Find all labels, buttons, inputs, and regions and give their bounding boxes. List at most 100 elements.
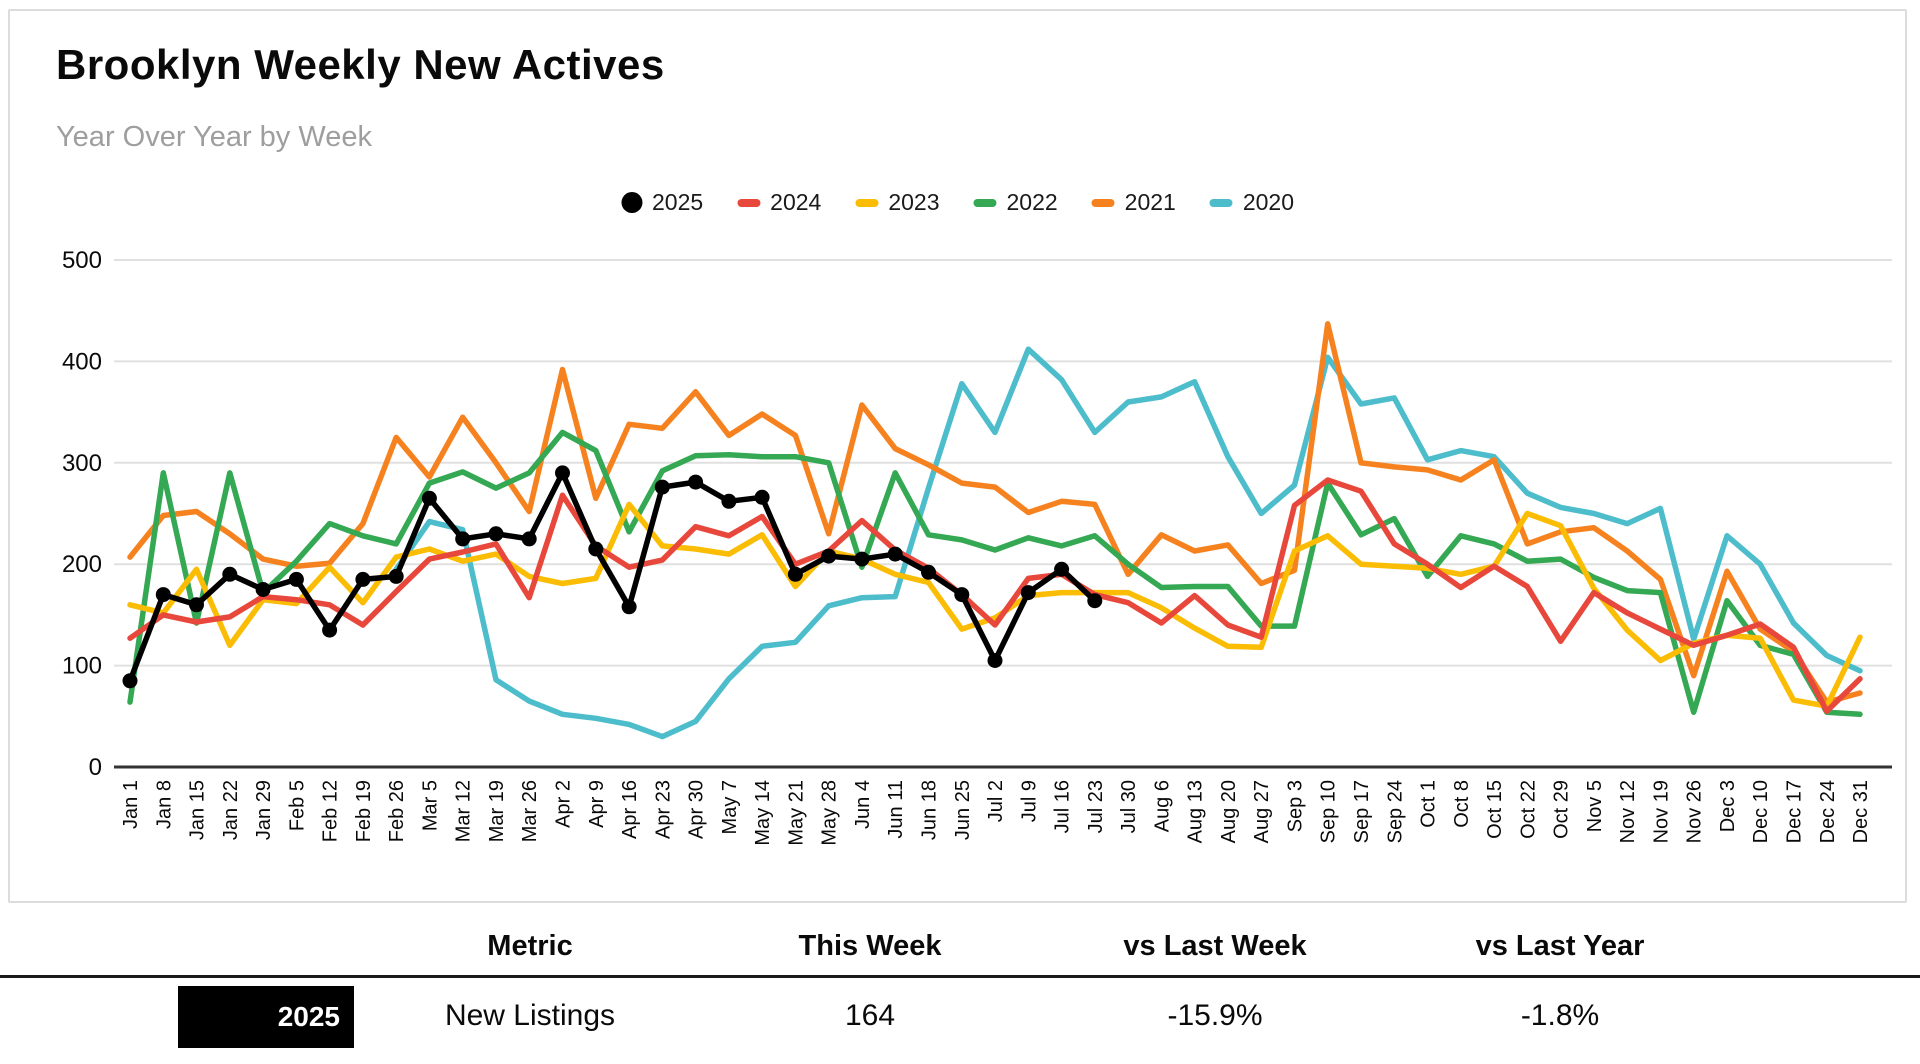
series-point-2025	[754, 489, 770, 505]
x-axis-tick-label: Jan 8	[153, 780, 175, 829]
series-point-2025	[787, 566, 803, 582]
series-point-2025	[854, 551, 870, 567]
x-axis-tick-label: Feb 12	[320, 780, 342, 842]
series-point-2025	[455, 531, 471, 547]
legend-label-2021: 2021	[1124, 189, 1176, 215]
x-axis-tick-label: Dec 31	[1850, 780, 1872, 843]
x-axis-tick-label: Dec 3	[1717, 780, 1739, 832]
cell-vs-last-year: -1.8%	[1520, 999, 1600, 1032]
x-axis-tick-label: Apr 16	[619, 780, 641, 839]
legend-swatch-2022	[973, 198, 997, 207]
x-axis-tick-label: Jul 30	[1118, 780, 1140, 833]
series-point-2025	[488, 526, 504, 542]
x-axis-tick-label: Jan 29	[253, 780, 275, 840]
x-axis-tick-label: Oct 15	[1484, 780, 1506, 839]
x-axis-tick-label: Oct 22	[1517, 780, 1539, 839]
series-point-2025	[921, 564, 936, 580]
cell-this-week: 164	[844, 999, 896, 1032]
legend-label-2022: 2022	[1006, 189, 1058, 215]
x-axis-tick-label: Dec 24	[1817, 780, 1839, 843]
series-line-2023	[127, 501, 1863, 709]
x-axis-tick-label: May 7	[719, 780, 741, 834]
x-axis-tick-label: Sep 24	[1384, 780, 1406, 843]
x-axis-tick-label: Sep 10	[1318, 780, 1340, 843]
x-axis-tick-label: Jan 22	[220, 780, 242, 840]
x-axis-tick-label: Sep 3	[1284, 780, 1306, 832]
legend-item-2024: 2024	[737, 189, 821, 216]
series-point-2025	[821, 548, 837, 564]
series-point-2025	[621, 599, 637, 615]
series-point-2025	[155, 587, 171, 603]
legend-label-2025: 2025	[651, 189, 704, 215]
series-point-2025	[887, 546, 903, 562]
y-axis-tick-label: 400	[62, 348, 102, 375]
cell-vs-last-week: -15.9%	[1167, 999, 1263, 1032]
cell-metric: New Listings	[444, 999, 616, 1032]
x-axis-tick-label: Oct 8	[1451, 780, 1473, 828]
series-point-2025	[555, 465, 570, 481]
chart-card: Brooklyn Weekly New Actives Year Over Ye…	[8, 9, 1907, 903]
legend-item-2020: 2020	[1209, 189, 1294, 216]
x-axis-tick-label: Jun 4	[852, 780, 874, 829]
series-point-2025	[255, 582, 271, 597]
series-point-2025	[654, 479, 670, 495]
x-axis-tick-label: Mar 5	[419, 780, 441, 831]
series-point-2025	[388, 568, 404, 584]
x-axis-tick-label: Apr 2	[553, 780, 575, 828]
x-axis-tick-label: Aug 13	[1185, 780, 1207, 843]
x-axis-tick-label: Feb 5	[286, 780, 308, 831]
series-point-2025	[588, 541, 604, 557]
x-axis-tick-label: Jun 18	[918, 780, 940, 840]
series-point-2025	[688, 474, 704, 490]
x-axis-tick-label: Oct 1	[1418, 780, 1440, 828]
y-axis-tick-label: 500	[62, 247, 102, 274]
x-axis-tick-label: Jan 1	[120, 780, 142, 829]
x-axis-tick-label: Aug 20	[1218, 780, 1240, 843]
x-axis-tick-label: Mar 19	[486, 780, 508, 842]
col-header-vs-last-year: vs Last Year	[1475, 930, 1645, 962]
x-axis-tick-label: Nov 26	[1684, 780, 1706, 843]
x-axis-tick-label: Oct 29	[1551, 780, 1573, 839]
x-axis-tick-label: Nov 19	[1650, 780, 1672, 843]
col-header-this-week: This Week	[798, 930, 942, 962]
series-point-2025	[355, 571, 371, 587]
legend-item-2022: 2022	[973, 189, 1058, 216]
year-badge: 2025	[178, 986, 354, 1048]
y-axis-tick-label: 0	[89, 754, 102, 781]
series-point-2025	[987, 653, 1003, 668]
legend-item-2023: 2023	[855, 189, 940, 216]
x-axis-tick-label: Nov 12	[1617, 780, 1639, 843]
chart-legend: 2025 2024 2023 2022 2021 2020	[620, 189, 1294, 216]
x-axis-tick-label: Mar 26	[519, 780, 541, 842]
x-axis-tick-label: Apr 30	[686, 780, 708, 839]
series-point-2025	[222, 566, 238, 582]
col-header-metric: Metric	[487, 930, 573, 962]
series-point-2025	[954, 587, 970, 603]
x-axis-tick-label: Jul 23	[1085, 780, 1107, 833]
table-divider	[0, 975, 1920, 978]
x-axis-tick-label: May 21	[785, 780, 807, 846]
x-axis-tick-label: May 28	[819, 780, 841, 846]
x-axis-tick-label: Jul 16	[1052, 780, 1074, 833]
x-axis-tick-label: Apr 23	[652, 780, 674, 839]
x-axis-tick-label: Jun 11	[885, 780, 907, 839]
x-axis-tick-label: Aug 6	[1151, 780, 1173, 832]
series-line-2024	[127, 477, 1863, 714]
y-axis-tick-label: 200	[62, 551, 102, 578]
series-point-2025	[288, 571, 304, 587]
legend-swatch-2020	[1209, 198, 1233, 207]
x-axis-tick-label: Aug 27	[1251, 780, 1273, 843]
series-point-2025	[1087, 593, 1103, 609]
series-point-2025	[521, 531, 537, 547]
chart-subtitle: Year Over Year by Week	[56, 121, 372, 153]
chart-title: Brooklyn Weekly New Actives	[56, 41, 665, 88]
x-axis-tick-label: Jan 15	[187, 780, 209, 840]
x-axis-tick-label: Apr 9	[586, 780, 608, 828]
series-line-2022	[127, 429, 1863, 718]
series-line-2021	[127, 321, 1863, 705]
col-header-vs-last-week: vs Last Week	[1123, 930, 1307, 962]
x-axis-tick-label: Jul 9	[1018, 780, 1040, 822]
x-axis-tick-label: Mar 12	[453, 780, 475, 842]
series-point-2025	[189, 597, 204, 613]
